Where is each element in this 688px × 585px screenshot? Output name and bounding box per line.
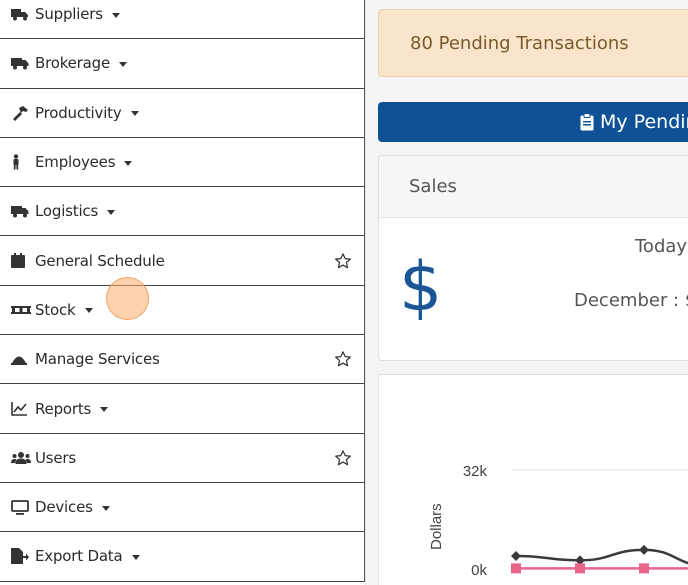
star-icon[interactable]: [334, 350, 352, 368]
chevron-down-icon: [124, 160, 133, 166]
truck-loading-icon: [11, 6, 31, 22]
data-point-s1-p2[interactable]: [639, 563, 649, 574]
chevron-down-icon: [111, 12, 120, 18]
sales-header: Sales: [379, 156, 688, 218]
y-tick-label-bottom: 0k: [471, 562, 487, 579]
sidebar-item-label: Brokerage: [35, 54, 110, 73]
chart-series: [511, 544, 688, 574]
data-point-s0-p0[interactable]: [511, 551, 521, 562]
sidebar-item-label: Logistics: [35, 202, 99, 221]
truck-icon: [11, 203, 31, 219]
chevron-down-icon: [101, 505, 110, 511]
chevron-down-icon: [84, 308, 93, 314]
sales-chart: Dollars 32k 0k: [428, 463, 688, 579]
dollar-icon: $: [399, 248, 443, 327]
data-point-s1-p1[interactable]: [575, 563, 585, 574]
sidebar-item-label: Suppliers: [35, 5, 103, 24]
sales-card: Sales $ Today December : $: [378, 155, 688, 361]
december-label: December : $: [574, 290, 688, 311]
chevron-down-icon: [130, 111, 139, 117]
chevron-down-icon: [107, 209, 116, 215]
data-point-s0-p1[interactable]: [575, 555, 585, 566]
alert-text: 80 Pending Transactions: [410, 32, 629, 54]
data-point-s0-p2[interactable]: [639, 544, 649, 555]
star-icon[interactable]: [334, 252, 352, 270]
y-tick-label-top: 32k: [463, 463, 488, 480]
pending-transactions-alert[interactable]: 80 Pending Transactions: [378, 9, 688, 77]
line-chart-icon: [11, 401, 31, 417]
sidebar-item-label: Manage Services: [35, 350, 160, 369]
sidebar-item-employees[interactable]: Employees: [0, 138, 364, 188]
sales-title: Sales: [409, 176, 457, 197]
sidebar-item-label: Users: [35, 448, 77, 467]
calendar-icon: [11, 253, 31, 269]
chevron-down-icon: [119, 61, 127, 67]
sidebar-item-general-schedule[interactable]: General Schedule: [0, 236, 364, 286]
sidebar-item-label: Stock: [35, 300, 76, 319]
sidebar-item-stock[interactable]: Stock: [0, 286, 364, 336]
sidebar-item-brokerage[interactable]: Brokerage: [0, 39, 364, 89]
chevron-down-icon: [100, 407, 109, 413]
clipboard-icon: [580, 113, 594, 131]
desktop-icon: [11, 499, 31, 515]
sidebar-item-label: General Schedule: [35, 251, 165, 270]
hammer-icon: [11, 105, 31, 121]
sidebar-item-users[interactable]: Users: [0, 434, 364, 483]
my-pending-button[interactable]: My Pendin: [378, 102, 688, 142]
sidebar-item-label: Employees: [35, 153, 116, 172]
file-export-icon: [11, 548, 31, 565]
sidebar-item-suppliers[interactable]: Suppliers: [0, 0, 364, 40]
my-pending-label: My Pendin: [600, 111, 688, 133]
sidebar-item-label: Export Data: [35, 547, 123, 566]
main-content: 80 Pending Transactions My Pendin Sales …: [365, 0, 688, 585]
sidebar-nav: Suppliers Brokerage Productivity Employees L…: [0, 0, 365, 582]
star-icon[interactable]: [334, 449, 352, 467]
sidebar-item-devices[interactable]: Devices: [0, 483, 364, 533]
sales-chart-card: Dollars 32k 0k: [378, 374, 688, 585]
data-point-s1-p0[interactable]: [511, 563, 521, 574]
users-icon: [11, 450, 31, 466]
today-label: Today: [635, 236, 688, 257]
sidebar-item-logistics[interactable]: Logistics: [0, 187, 364, 237]
sidebar-item-label: Reports: [35, 399, 92, 418]
sidebar-item-productivity[interactable]: Productivity: [0, 89, 364, 138]
sidebar-item-reports[interactable]: Reports: [0, 384, 364, 434]
sidebar-item-label: Productivity: [35, 103, 122, 122]
sidebar-item-label: Devices: [35, 498, 93, 517]
truck-icon: [11, 55, 31, 71]
chevron-down-icon: [131, 554, 140, 560]
series-line-0: [515, 548, 688, 565]
pallet-icon: [11, 302, 31, 318]
concierge-bell-icon: [11, 351, 31, 367]
y-axis-label: Dollars: [428, 503, 445, 550]
person-icon: [11, 154, 31, 170]
sidebar-item-manage-services[interactable]: Manage Services: [0, 335, 364, 385]
sidebar-item-export-data[interactable]: Export Data: [0, 532, 364, 582]
